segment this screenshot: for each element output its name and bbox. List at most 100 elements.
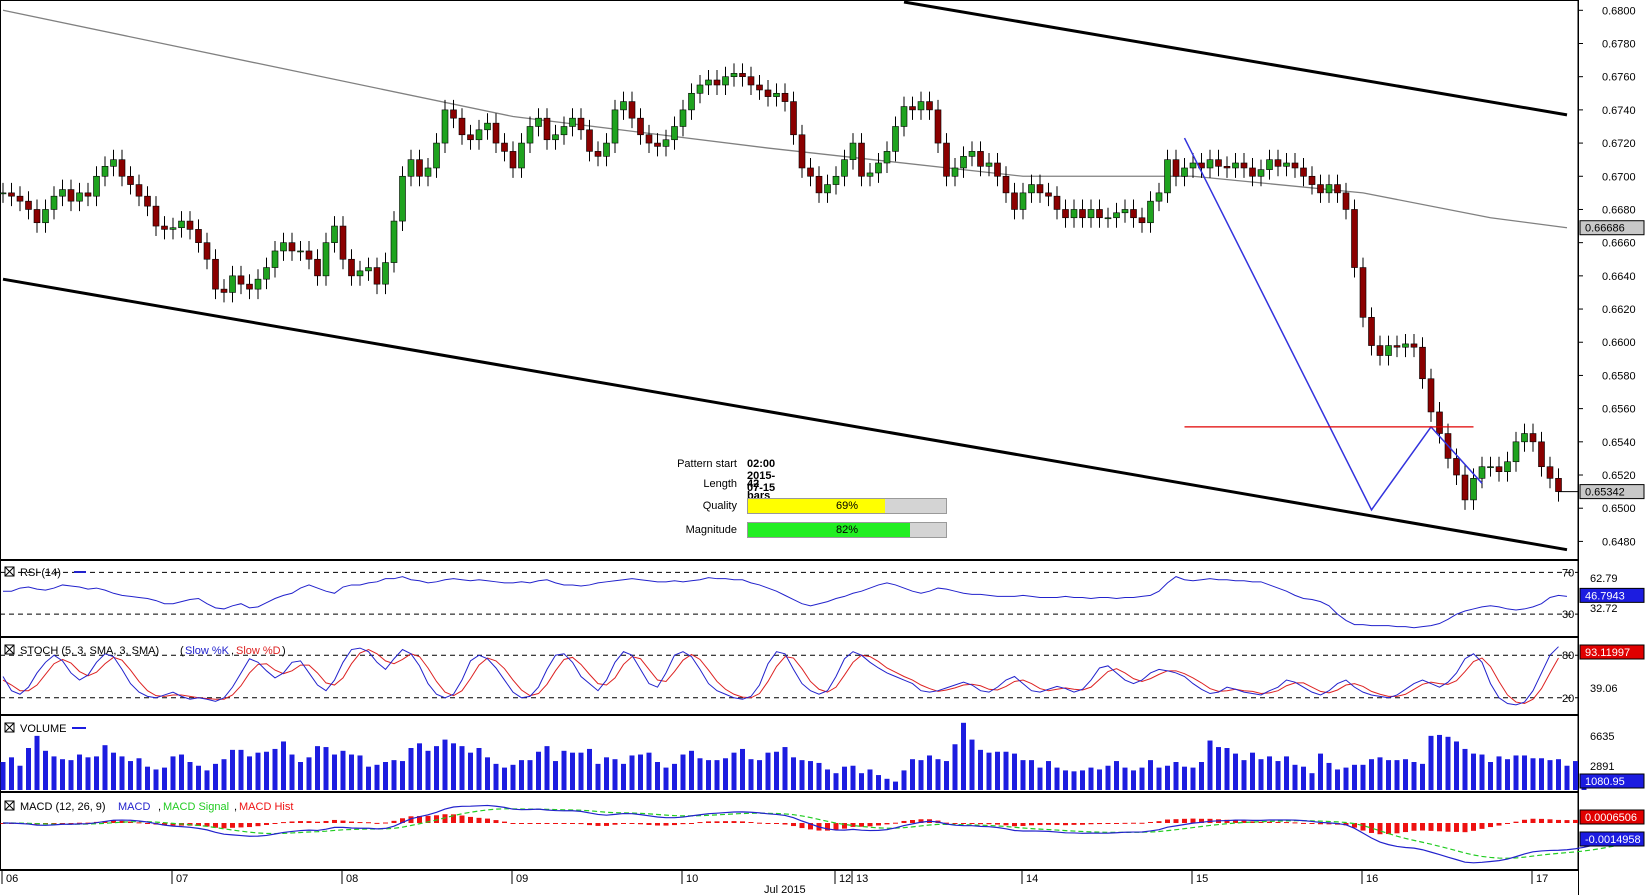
macd-hist-bar xyxy=(791,823,796,827)
price-tick-label: 0.6760 xyxy=(1602,72,1636,84)
rsi-value-box xyxy=(1579,587,1645,603)
macd-hist-bar xyxy=(1114,823,1119,824)
candle-body xyxy=(1376,345,1384,356)
stoch-level-label: 20 xyxy=(1562,693,1574,705)
candle-body xyxy=(8,192,15,197)
volume-bar xyxy=(238,749,244,790)
volume-bar xyxy=(1352,764,1357,790)
volume-bar xyxy=(1454,741,1459,790)
candle-body xyxy=(1121,209,1129,214)
candle-body xyxy=(365,267,372,272)
macd-hist-bar xyxy=(1199,818,1204,823)
volume-bar xyxy=(1377,757,1383,790)
volume-bar xyxy=(629,755,635,790)
candle-body xyxy=(1512,441,1520,463)
volume-bar xyxy=(1335,769,1340,790)
candle-body xyxy=(1045,192,1052,197)
macd-hist-bar xyxy=(391,820,397,823)
candle-body xyxy=(331,225,338,243)
candle-body xyxy=(93,175,100,197)
candle-body xyxy=(424,167,432,177)
macd-hist-bar xyxy=(1530,818,1536,823)
macd-hist-bar xyxy=(663,823,669,826)
candle-body xyxy=(892,126,899,152)
candle-body xyxy=(1546,466,1554,479)
macd-hist-bar xyxy=(961,823,966,824)
candle-body xyxy=(1453,458,1460,476)
volume-bar xyxy=(1250,752,1255,790)
candle-body xyxy=(1130,209,1137,219)
macd-hist-bar xyxy=(544,823,550,824)
price-tick-label: 0.6620 xyxy=(1602,304,1636,316)
candle-body xyxy=(1079,209,1086,219)
macd-hist-bar xyxy=(111,820,116,823)
macd-hist-bar xyxy=(1131,822,1136,824)
macd-hist-bar xyxy=(272,823,278,824)
candle-body xyxy=(994,162,1001,177)
price-tick-label: 0.6660 xyxy=(1602,238,1636,250)
candle-body xyxy=(1002,175,1010,194)
volume-bar xyxy=(17,765,23,790)
volume-bar xyxy=(689,750,694,790)
candle-body xyxy=(263,267,270,280)
volume-bar xyxy=(1479,754,1485,790)
volume-bar xyxy=(1207,740,1213,790)
volume-bar xyxy=(357,755,363,790)
macd-hist-bar xyxy=(1352,823,1357,828)
stoch-d-name: Slow %D xyxy=(236,645,281,657)
x-tick-label: 14 xyxy=(1026,873,1038,885)
volume-bar xyxy=(119,756,125,790)
volume-bar xyxy=(1267,756,1272,790)
x-tick-label: 13 xyxy=(856,873,868,885)
pattern-lines xyxy=(1183,137,1483,512)
macd-hist-bar xyxy=(1037,823,1043,826)
volume-bar xyxy=(1573,761,1578,790)
macd-hist-bar xyxy=(825,823,830,831)
volume-bar xyxy=(1326,762,1332,790)
volume-bar xyxy=(1556,759,1561,790)
volume-bar xyxy=(468,752,473,790)
volume-bar xyxy=(621,763,626,790)
macd-hist-bar xyxy=(723,821,728,823)
candle-body xyxy=(1070,209,1078,219)
macd-hist-bar xyxy=(629,823,635,824)
volume-bar xyxy=(1190,767,1196,790)
volume-bar xyxy=(1071,771,1077,790)
macd-hist-bar xyxy=(774,823,779,824)
stoch-value-box xyxy=(1579,644,1645,660)
volume-bar xyxy=(587,748,592,790)
volume-bar xyxy=(961,722,966,790)
macd-hist-bar xyxy=(757,822,762,824)
candle-body xyxy=(1538,441,1545,468)
volume-bar xyxy=(425,750,431,790)
candle-body xyxy=(314,258,321,277)
macd-hist-bar xyxy=(1547,819,1553,823)
last-price-label: 0.65342 xyxy=(1585,487,1625,499)
volume-bar xyxy=(646,752,652,790)
macd-hist-bar xyxy=(1156,821,1162,823)
rsi-level-label: 30 xyxy=(1562,609,1574,621)
candle-body xyxy=(909,106,916,111)
macd-hist-bar xyxy=(162,823,167,826)
macd-hist-bar xyxy=(196,823,201,826)
candle-body xyxy=(110,159,117,167)
rsi-scale-label: 32.72 xyxy=(1590,603,1618,615)
macd-line xyxy=(2,804,1619,864)
volume-bar xyxy=(459,746,465,790)
macd-hist-bar xyxy=(893,822,898,824)
volume-bar xyxy=(1428,735,1434,790)
candle-body xyxy=(628,101,636,119)
candle-body xyxy=(254,278,262,290)
macd-hist-bar xyxy=(578,823,584,825)
volume-bar xyxy=(1386,760,1391,790)
macd-hist-bar xyxy=(621,823,626,824)
candle-body xyxy=(1504,461,1511,472)
macd-hist-bar xyxy=(340,820,346,823)
volume-bar xyxy=(230,749,235,790)
macd-hist-bar xyxy=(1326,823,1332,825)
volume-bar xyxy=(1522,755,1527,790)
volume-bar xyxy=(1224,748,1230,790)
candle-body xyxy=(305,250,313,260)
candle-body xyxy=(1461,474,1469,501)
volume-bar xyxy=(1029,760,1034,790)
